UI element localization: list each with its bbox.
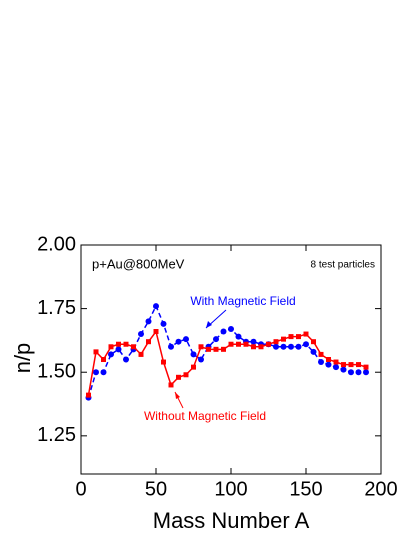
- data-point: [303, 331, 309, 337]
- data-point: [363, 369, 369, 376]
- data-point: [295, 343, 302, 350]
- data-point: [348, 362, 354, 368]
- data-point: [183, 372, 189, 378]
- data-point: [86, 392, 91, 398]
- data-point: [258, 344, 264, 350]
- x-tick-label: 200: [364, 478, 397, 500]
- data-point: [153, 329, 159, 335]
- data-point: [273, 343, 279, 350]
- data-point: [101, 357, 106, 362]
- data-point: [145, 318, 152, 325]
- data-point: [288, 334, 294, 340]
- data-point: [138, 351, 144, 357]
- data-point: [175, 338, 182, 345]
- data-point: [235, 333, 242, 340]
- y-tick-label: 1.50: [37, 361, 76, 383]
- arrow-head: [206, 321, 212, 328]
- data-point: [281, 336, 286, 342]
- data-point: [333, 364, 339, 371]
- data-point: [161, 359, 166, 365]
- data-point: [160, 320, 167, 327]
- data-point: [363, 364, 369, 370]
- data-point: [250, 338, 257, 345]
- data-point: [131, 344, 136, 350]
- data-point: [356, 362, 361, 368]
- data-point: [296, 334, 301, 340]
- data-point: [123, 356, 129, 363]
- data-point: [116, 341, 121, 347]
- data-point: [93, 349, 99, 355]
- series-label: Without Magnetic Field: [144, 409, 266, 423]
- data-point: [311, 339, 316, 345]
- data-point: [168, 343, 174, 350]
- data-point: [123, 341, 129, 347]
- data-point: [190, 351, 197, 358]
- data-point: [221, 346, 226, 352]
- data-point: [183, 336, 189, 343]
- x-tick-label: 50: [145, 478, 167, 500]
- data-point: [191, 364, 196, 370]
- data-point: [198, 356, 204, 363]
- x-tick-label: 0: [75, 478, 86, 500]
- data-point: [115, 346, 122, 353]
- data-point: [325, 361, 332, 368]
- data-point: [100, 369, 107, 376]
- data-point: [198, 344, 204, 350]
- data-point: [176, 374, 181, 380]
- x-tick-label: 100: [214, 478, 247, 500]
- y-tick-label: 1.25: [37, 424, 76, 446]
- x-tick-label: 150: [289, 478, 322, 500]
- data-point: [273, 339, 279, 345]
- data-point: [213, 346, 219, 352]
- y-tick-label: 2.00: [37, 233, 76, 255]
- series-label: With Magnetic Field: [190, 294, 295, 308]
- series-line: [87, 304, 366, 398]
- annotation: 8 test particles: [311, 260, 375, 271]
- data-point: [168, 382, 174, 388]
- data-point: [340, 366, 347, 373]
- data-point: [348, 369, 354, 376]
- data-point: [108, 344, 114, 350]
- data-point: [146, 339, 151, 345]
- data-point: [280, 343, 287, 350]
- x-axis-title: Mass Number A: [153, 508, 310, 533]
- data-point: [326, 357, 331, 362]
- data-point: [206, 346, 211, 352]
- data-point: [236, 341, 241, 347]
- data-point: [213, 336, 219, 343]
- data-point: [153, 303, 159, 310]
- series-line: [87, 329, 367, 396]
- data-point: [303, 341, 309, 348]
- data-point: [220, 328, 227, 335]
- y-axis-title: n/p: [10, 343, 35, 374]
- arrow-head: [175, 392, 180, 399]
- data-point: [333, 359, 339, 365]
- data-point: [355, 369, 362, 376]
- data-point: [228, 341, 234, 347]
- data-point: [288, 343, 294, 350]
- annotation: p+Au@800MeV: [92, 256, 185, 271]
- data-point: [243, 341, 249, 347]
- data-point: [318, 351, 324, 357]
- data-point: [318, 359, 324, 366]
- data-point: [310, 348, 317, 355]
- y-tick-label: 1.75: [37, 297, 76, 319]
- data-point: [108, 351, 114, 358]
- data-point: [251, 344, 256, 350]
- data-point: [93, 369, 99, 376]
- data-point: [138, 331, 144, 338]
- data-point: [266, 341, 271, 347]
- data-point: [341, 362, 346, 368]
- data-point: [228, 325, 234, 332]
